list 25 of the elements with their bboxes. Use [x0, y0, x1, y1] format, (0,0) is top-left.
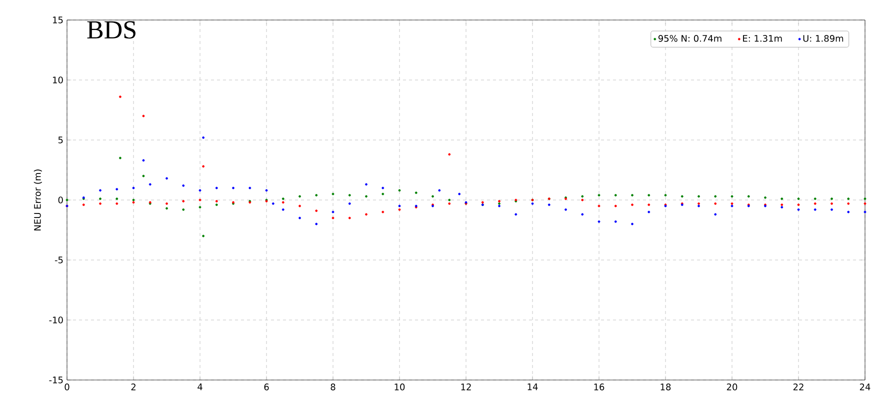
x-tick-label: 22: [793, 384, 804, 390]
x-tick-label: 2: [131, 384, 136, 390]
y-tick-label: -15: [49, 376, 63, 384]
legend-label: 95% N: 0.74m: [658, 34, 722, 42]
legend-label: U: 1.89m: [803, 34, 844, 42]
y-tick-label: 15: [53, 16, 63, 24]
y-axis-title: NEU Error (m): [34, 170, 42, 230]
x-tick-label: 14: [528, 384, 538, 390]
x-tick-label: 4: [198, 384, 202, 390]
y-tick-label: -5: [54, 256, 63, 264]
y-tick-label: -10: [49, 316, 63, 324]
x-tick-label: 12: [461, 384, 471, 390]
chart-title: BDS: [87, 21, 136, 39]
x-tick-label: 8: [330, 384, 336, 390]
x-tick-label: 6: [264, 384, 269, 390]
x-tick-label: 0: [64, 384, 70, 390]
x-tick-label: 18: [660, 384, 671, 390]
legend-label: E: 1.31m: [743, 34, 782, 42]
x-tick-label: 20: [726, 384, 738, 390]
x-tick-label: 24: [860, 384, 870, 390]
y-tick-label: 5: [58, 136, 63, 144]
y-tick-label: 0: [58, 196, 63, 204]
x-tick-label: 10: [394, 384, 405, 390]
x-tick-label: 16: [594, 384, 604, 390]
y-tick-label: 10: [53, 76, 63, 84]
